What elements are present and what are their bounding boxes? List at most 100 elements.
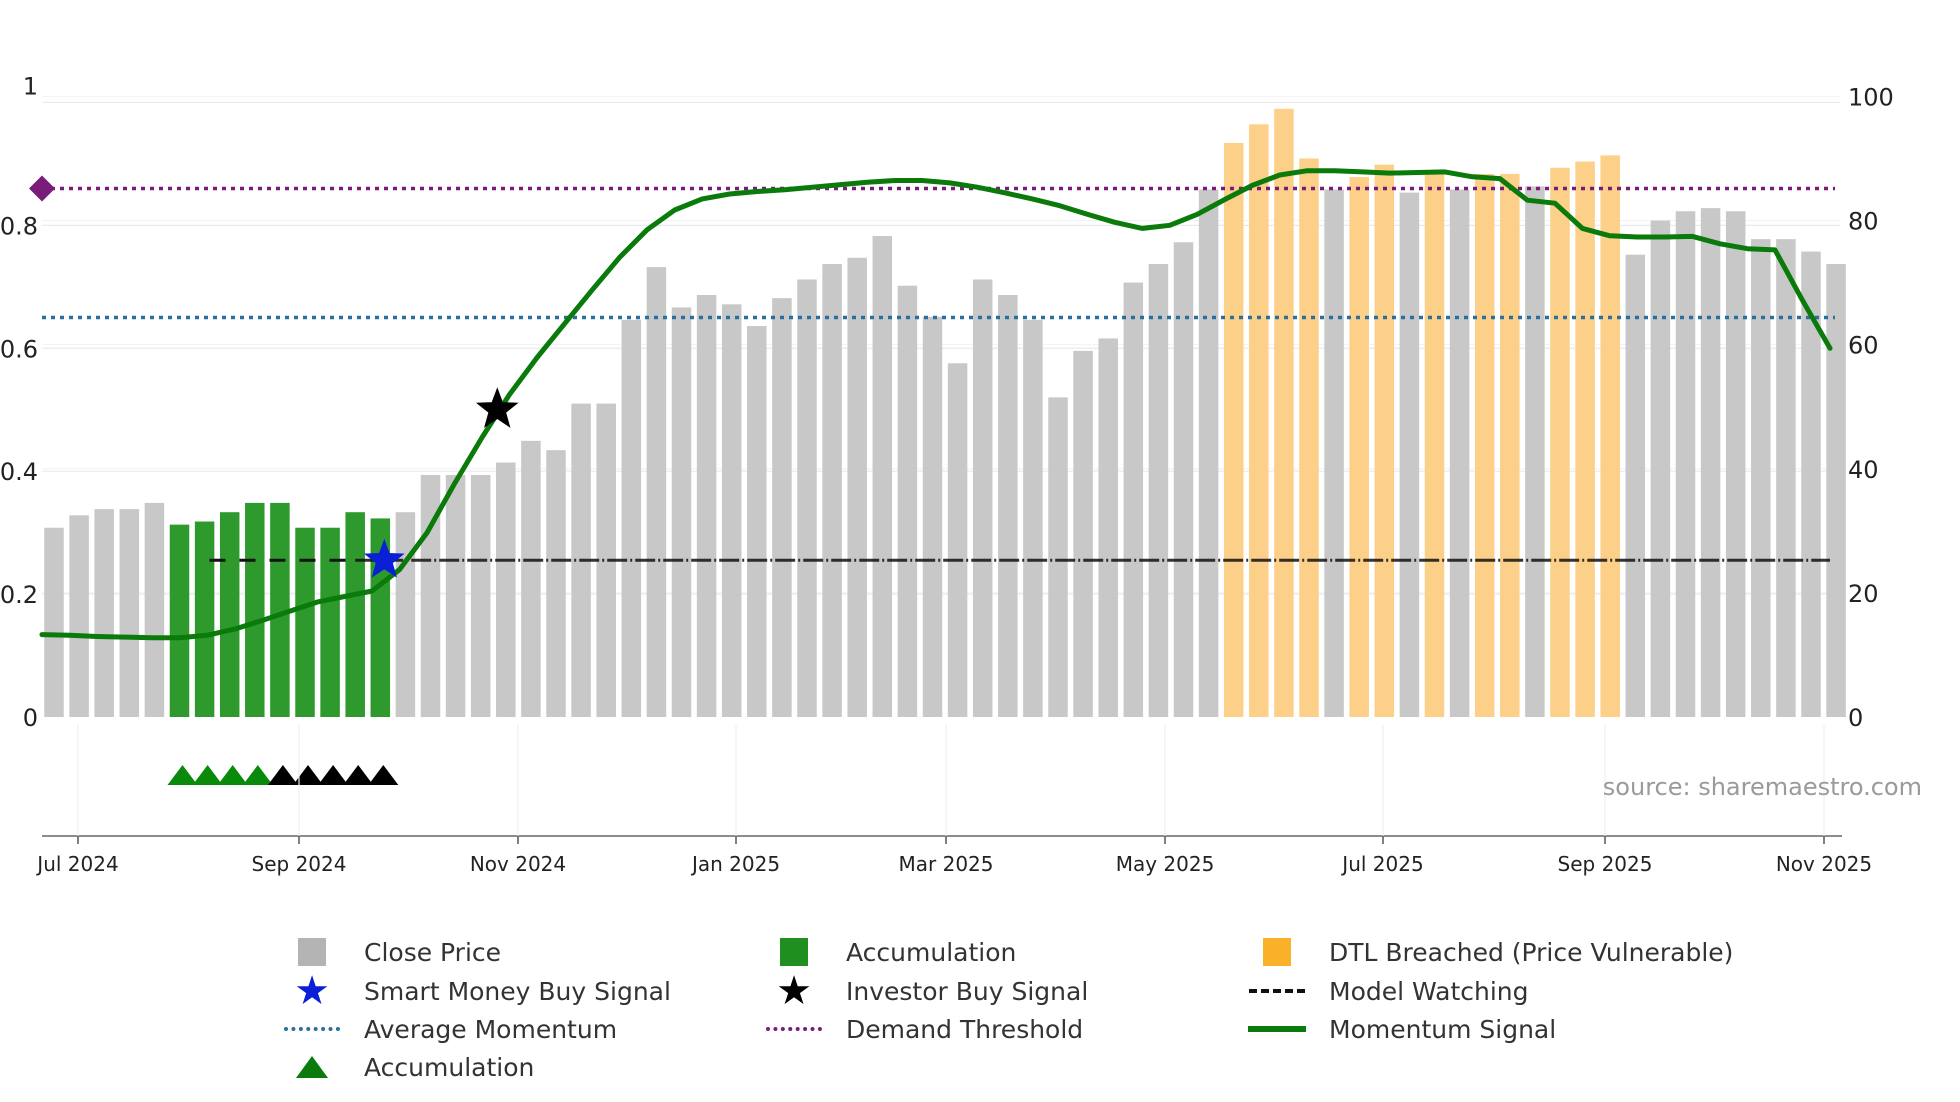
price-bar: [1148, 263, 1169, 717]
accumulation-triangle-icon: [343, 765, 374, 785]
price-bar: [1600, 155, 1620, 717]
price-bar: [797, 279, 817, 717]
price-bar: [219, 512, 240, 717]
price-bar: [1424, 173, 1445, 717]
y-left-tick-label: 0.6: [0, 335, 38, 363]
price-bar: [44, 527, 64, 717]
price-bar: [1223, 142, 1244, 718]
price-bar: [1073, 350, 1093, 717]
price-bar: [345, 512, 365, 717]
price-bar: [1801, 251, 1821, 717]
price-bar: [671, 307, 692, 717]
price-bar: [998, 295, 1018, 717]
price-bar: [1650, 220, 1671, 717]
price-bar: [721, 304, 742, 717]
y-right-tick-label: 0: [1848, 704, 1863, 732]
price-bar: [1198, 189, 1219, 717]
price-bar: [696, 295, 717, 717]
price-bar: [1399, 192, 1420, 718]
price-bar: [847, 257, 867, 717]
y-left-tick-label: 1: [23, 72, 38, 100]
price-bar: [1625, 254, 1646, 718]
accumulation-triangle-icon: [242, 765, 273, 785]
price-bar: [119, 509, 140, 717]
x-tick-label: Jan 2025: [690, 852, 780, 876]
price-bar: [1173, 242, 1194, 717]
price-bar: [646, 267, 667, 717]
price-bar: [1274, 108, 1294, 717]
y-right-tick-label: 80: [1848, 208, 1879, 236]
price-bar: [1675, 211, 1696, 717]
x-tick-label: Jul 2024: [35, 852, 118, 876]
momentum-line: [39, 168, 1833, 641]
y-left-tick-label: 0.2: [0, 581, 38, 609]
accumulation-triangle-icon: [293, 765, 323, 785]
accumulation-triangle-icon: [192, 765, 223, 785]
x-tick-label: Jul 2025: [1340, 852, 1423, 876]
y-left-tick-label: 0.4: [0, 458, 38, 486]
y-right-tick-label: 20: [1848, 580, 1879, 608]
price-bar: [1826, 263, 1846, 717]
price-bar: [94, 509, 114, 717]
axes: 0 0.2 0.4 0.6 0.8 1 0 20 40 60 80 100 Jul 2024 Sep 20…: [0, 72, 1894, 876]
price-bar: [445, 474, 466, 717]
accumulation-triangle-icon: [318, 765, 349, 785]
y-right-tick-label: 100: [1848, 83, 1894, 111]
price-bar: [947, 363, 968, 717]
price-bar: [194, 521, 215, 717]
price-bar: [521, 440, 541, 717]
price-bar: [872, 236, 893, 717]
price-bar: [1349, 177, 1369, 717]
price-bar: [1023, 319, 1043, 717]
x-tick-label: Mar 2025: [899, 852, 994, 876]
x-tick-label: Sep 2024: [252, 852, 347, 876]
price-bar: [596, 403, 616, 717]
price-bar: [295, 527, 315, 717]
price-bar: [169, 524, 190, 717]
accumulation-triangle-icon: [217, 765, 248, 785]
price-bars: [44, 108, 1846, 718]
price-bar: [320, 527, 340, 717]
price-bar: [270, 502, 290, 717]
price-bar: [470, 474, 491, 717]
price-bar: [1449, 189, 1470, 717]
price-bar: [395, 512, 416, 717]
price-bar: [822, 263, 842, 717]
price-bar: [1374, 164, 1395, 718]
price-bar: [621, 319, 642, 717]
price-bar: [496, 462, 516, 717]
price-bar: [1123, 282, 1144, 717]
price-bar: [144, 502, 165, 717]
price-bar: [1725, 211, 1746, 717]
price-bar: [1098, 338, 1118, 717]
x-tick-label: Sep 2025: [1558, 852, 1653, 876]
price-bar: [1550, 167, 1570, 717]
y-right-tick-label: 40: [1848, 456, 1879, 484]
x-tick-label: May 2025: [1116, 852, 1215, 876]
price-bar: [1299, 158, 1319, 717]
x-tick-label: Nov 2024: [470, 852, 566, 876]
price-bar: [1525, 186, 1545, 717]
price-bar: [69, 515, 89, 717]
price-bar: [1048, 397, 1068, 717]
price-bar: [1751, 239, 1771, 717]
x-tick-label: Nov 2025: [1776, 852, 1872, 876]
price-bar: [1776, 239, 1796, 717]
price-bar: [772, 298, 792, 717]
price-bar: [1249, 124, 1269, 717]
y-left-tick-label: 0.8: [0, 212, 38, 240]
price-bar: [245, 502, 265, 717]
signal-markers: [29, 175, 519, 785]
price-bar: [897, 285, 918, 717]
demand-diamond-icon: [29, 175, 55, 202]
price-bar: [747, 326, 767, 717]
y-right-tick-label: 60: [1848, 332, 1879, 360]
price-bar: [1474, 173, 1495, 717]
accumulation-triangle-icon: [167, 765, 198, 785]
price-bar: [1500, 173, 1520, 717]
smart-money-star-icon: [363, 538, 405, 578]
price-bar: [1575, 161, 1595, 717]
price-bar: [546, 450, 566, 717]
accumulation-triangle-icon: [368, 765, 399, 785]
